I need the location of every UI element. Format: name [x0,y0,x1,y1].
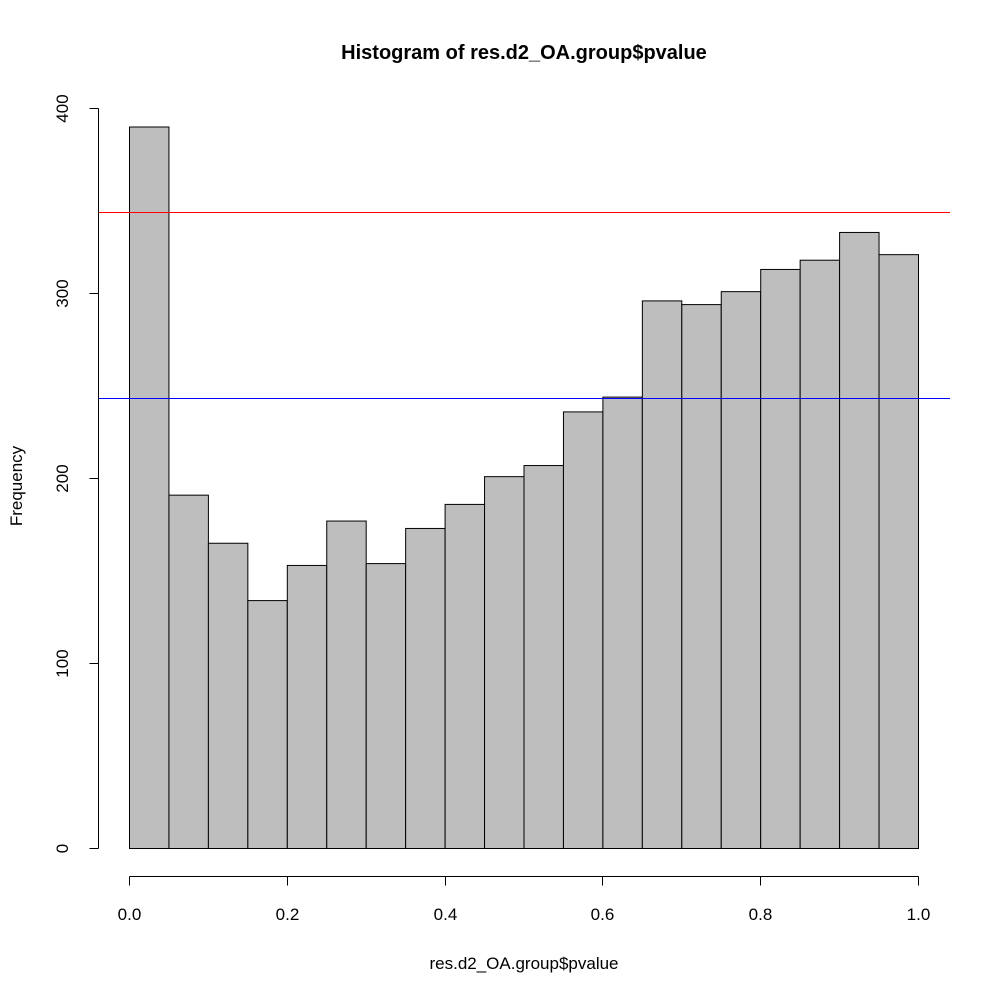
x-tick-label: 1.0 [907,905,931,924]
histogram-bar [523,465,564,849]
histogram-bar [799,259,841,849]
histogram-bar [641,300,683,849]
x-tick-label: 0.0 [118,905,142,924]
histogram-bar [405,527,446,849]
y-tick-label: 300 [53,279,72,307]
x-tick-label: 0.4 [434,905,458,924]
histogram-bar [760,268,801,849]
x-axis-label: res.d2_OA.group$pvalue [429,954,618,973]
x-axis: 0.0 0.2 0.4 0.6 0.8 1.0 [118,876,931,924]
histogram-bar [720,291,762,849]
histogram-bar [168,494,209,849]
histogram-bar [129,126,170,849]
x-tick-label: 0.8 [749,905,773,924]
histogram-bar [681,304,722,850]
histogram-bar [207,542,249,849]
histogram-bar [365,563,407,849]
y-tick-label: 200 [53,464,72,492]
histogram-bar [602,396,643,849]
histogram-bar [484,476,525,849]
x-tick-label: 0.2 [276,905,300,924]
histogram-bar [247,600,288,849]
histogram-bar [444,503,486,849]
y-tick-label: 0 [53,844,72,853]
y-tick-label: 100 [53,649,72,677]
reference-lines-group [98,212,950,399]
histogram-bar [878,254,919,849]
y-axis: 0 100 200 300 400 [53,94,99,853]
y-axis-label: Frequency [7,445,26,526]
y-tick-label: 400 [53,94,72,122]
histogram-bar [562,411,604,849]
chart-title: Histogram of res.d2_OA.group$pvalue [341,42,707,64]
histogram-bar [839,231,880,849]
histogram-bar [326,520,367,849]
histogram-bar [286,564,328,849]
bars-group [129,126,919,850]
x-tick-label: 0.6 [591,905,615,924]
